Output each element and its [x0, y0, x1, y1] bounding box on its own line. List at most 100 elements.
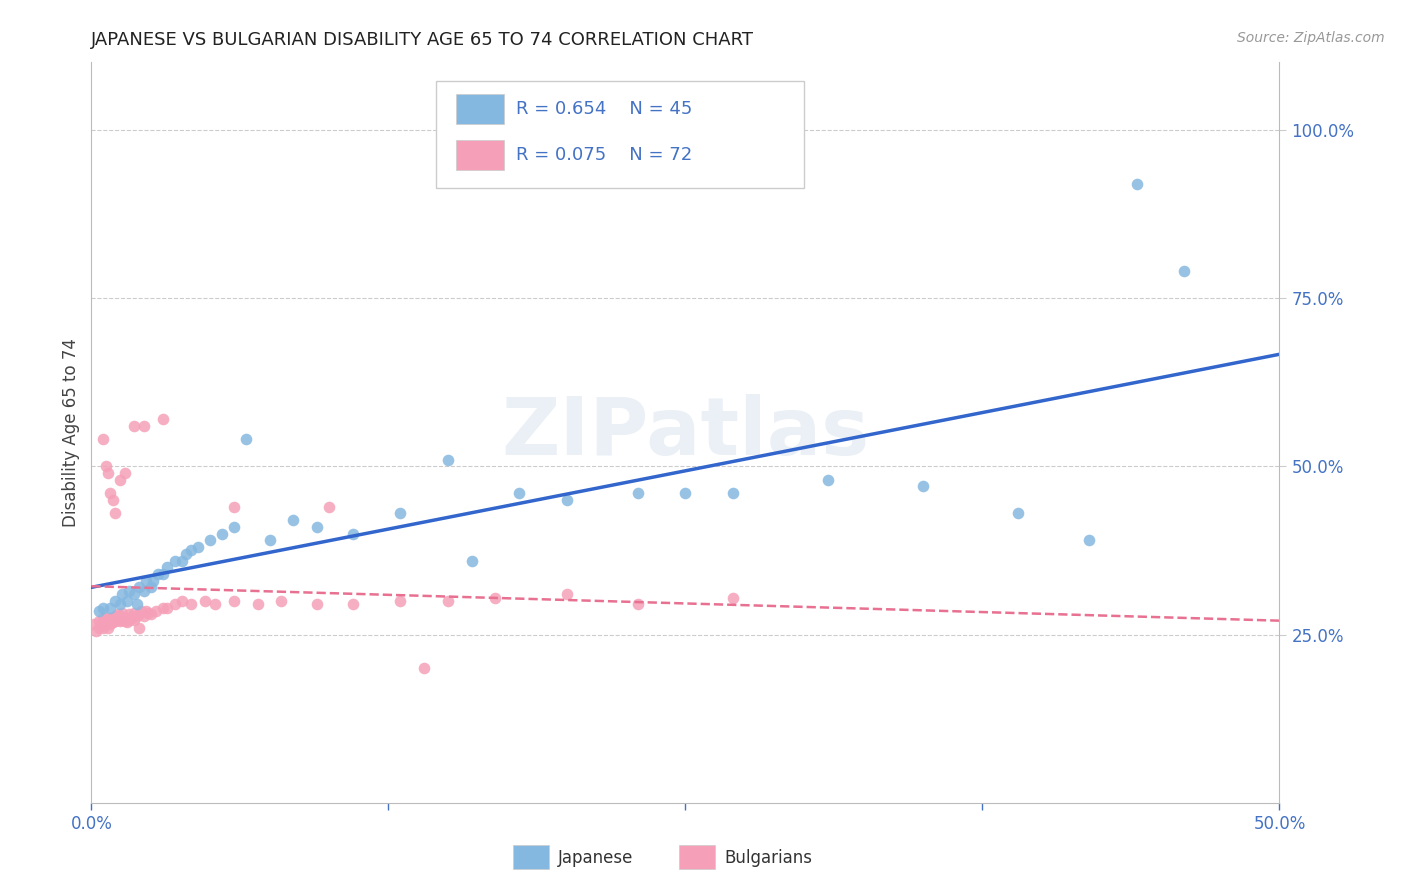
Point [97, 614, 120, 628]
Point [673, 486, 696, 500]
Point [176, 547, 198, 561]
Point [307, 597, 329, 611]
Point [91, 600, 114, 615]
Point [115, 615, 138, 630]
Point [200, 533, 222, 548]
Point [222, 520, 245, 534]
FancyBboxPatch shape [436, 81, 804, 188]
Point [128, 607, 150, 622]
Point [163, 597, 186, 611]
Point [100, 617, 122, 632]
Point [101, 613, 124, 627]
Point [90, 617, 112, 632]
Point [101, 492, 124, 507]
Point [114, 466, 136, 480]
Point [318, 500, 340, 514]
Point [436, 594, 458, 608]
Point [111, 613, 134, 627]
Point [107, 607, 129, 622]
Point [107, 613, 129, 627]
Point [111, 587, 134, 601]
Point [129, 604, 152, 618]
Point [142, 574, 165, 588]
Point [104, 614, 127, 628]
Point [460, 553, 482, 567]
Point [156, 600, 179, 615]
Point [508, 486, 530, 500]
Point [146, 566, 169, 581]
Text: R = 0.075    N = 72: R = 0.075 N = 72 [516, 146, 692, 164]
Point [87, 604, 110, 618]
Point [132, 583, 155, 598]
Text: Source: ZipAtlas.com: Source: ZipAtlas.com [1237, 31, 1385, 45]
Point [180, 597, 202, 611]
Point [259, 533, 281, 548]
Point [156, 560, 179, 574]
Point [104, 594, 127, 608]
Point [97, 621, 120, 635]
Point [94, 459, 117, 474]
Point [108, 597, 131, 611]
Point [1007, 507, 1029, 521]
Point [115, 594, 138, 608]
Point [413, 661, 436, 675]
Point [139, 581, 162, 595]
Point [104, 608, 127, 623]
Point [211, 526, 233, 541]
Point [100, 611, 122, 625]
Point [270, 594, 292, 608]
Point [83, 617, 105, 632]
Point [180, 543, 202, 558]
Point [627, 597, 650, 611]
Point [555, 587, 578, 601]
Text: Japanese: Japanese [558, 848, 634, 867]
Point [122, 587, 145, 601]
Point [1173, 264, 1195, 278]
Point [97, 466, 120, 480]
Point [911, 479, 934, 493]
Point [135, 604, 157, 618]
Point [118, 607, 141, 622]
Point [125, 597, 148, 611]
Point [1078, 533, 1101, 548]
Point [135, 574, 157, 588]
Point [817, 473, 839, 487]
Point [721, 486, 744, 500]
Point [122, 418, 145, 433]
Point [100, 600, 122, 615]
Point [128, 581, 150, 595]
Point [91, 621, 114, 635]
Point [222, 594, 245, 608]
FancyBboxPatch shape [679, 845, 716, 870]
Point [1126, 177, 1149, 191]
Point [108, 608, 131, 623]
Point [138, 606, 160, 620]
Point [115, 611, 138, 625]
Point [222, 500, 245, 514]
FancyBboxPatch shape [456, 140, 503, 169]
Point [87, 621, 110, 635]
Point [555, 492, 578, 507]
Point [121, 611, 143, 625]
Point [721, 591, 744, 605]
Point [104, 507, 127, 521]
Point [342, 597, 364, 611]
Point [91, 611, 114, 625]
Point [132, 418, 155, 433]
Point [389, 594, 412, 608]
Y-axis label: Disability Age 65 to 74: Disability Age 65 to 74 [62, 338, 80, 527]
Point [163, 553, 186, 567]
Point [125, 608, 148, 623]
Point [152, 600, 174, 615]
Point [94, 617, 117, 632]
Point [152, 412, 174, 426]
Point [122, 606, 145, 620]
Point [132, 608, 155, 623]
Point [145, 604, 167, 618]
Point [94, 611, 117, 625]
Point [84, 624, 107, 639]
Point [152, 566, 174, 581]
Point [114, 614, 136, 628]
Point [111, 606, 134, 620]
Text: R = 0.654    N = 45: R = 0.654 N = 45 [516, 100, 692, 118]
